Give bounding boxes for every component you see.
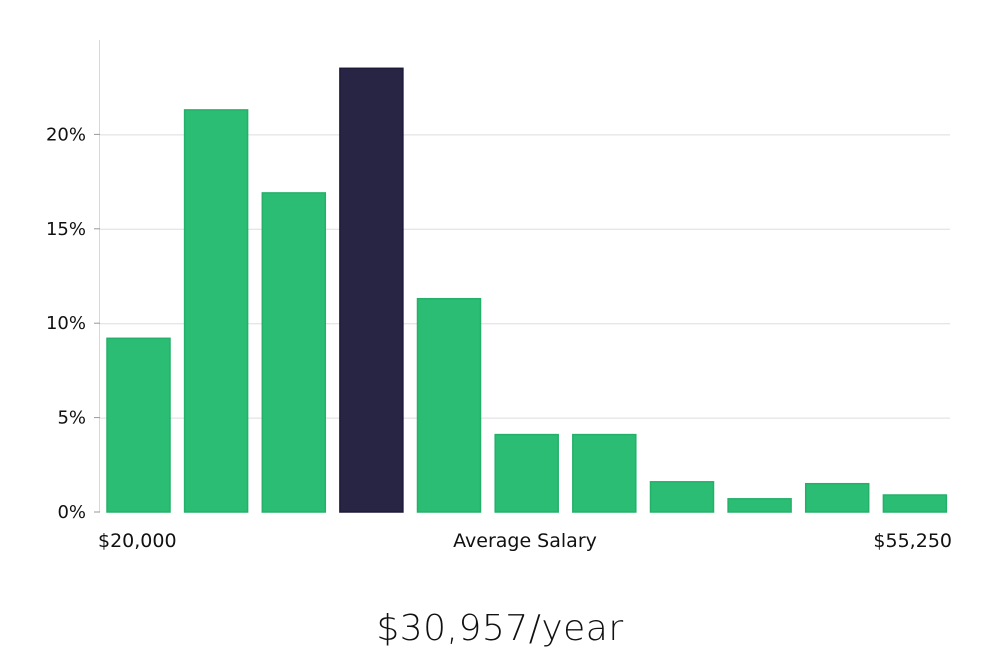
bar xyxy=(882,494,948,513)
bar xyxy=(649,481,715,513)
y-tick-label: 20% xyxy=(46,124,86,145)
x-axis-max-label: $55,250 xyxy=(873,530,952,552)
y-tick-label: 15% xyxy=(46,219,86,240)
bars xyxy=(106,67,948,513)
y-tick-label: 5% xyxy=(57,408,86,429)
bar xyxy=(727,498,792,513)
bar xyxy=(494,433,559,513)
y-tick-labels: 0% 5% 10% 15% 20% xyxy=(46,124,100,523)
salary-histogram: 0% 5% 10% 15% 20% $20,000 Average Salary $55… xyxy=(46,40,952,552)
y-tick-label: 0% xyxy=(57,502,86,523)
y-tick-label: 10% xyxy=(46,313,86,334)
bar xyxy=(106,337,171,513)
bar xyxy=(416,297,482,513)
bar xyxy=(804,482,870,513)
bar xyxy=(183,109,249,513)
bar xyxy=(261,192,327,513)
x-axis-title: Average Salary xyxy=(453,530,597,552)
bar xyxy=(572,433,637,513)
average-salary-value: $30,957/year xyxy=(376,608,624,649)
x-axis-min-label: $20,000 xyxy=(98,530,177,552)
bar-highlighted xyxy=(339,67,404,513)
